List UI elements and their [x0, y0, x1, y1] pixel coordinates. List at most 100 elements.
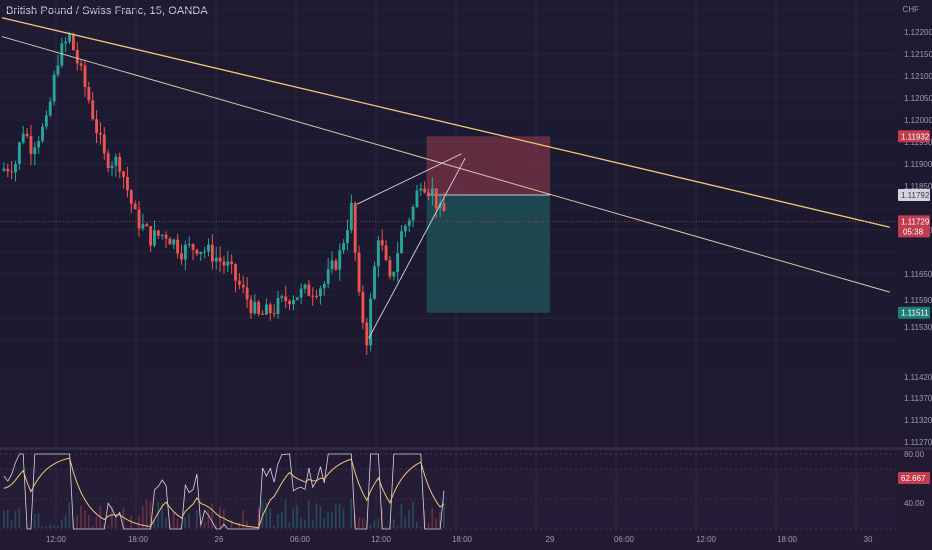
candle-body — [156, 230, 160, 236]
candle-body — [307, 284, 311, 296]
candle-body — [133, 203, 137, 210]
candle-body — [403, 225, 407, 232]
candle-body — [214, 257, 218, 262]
candle-body — [407, 220, 411, 226]
oscillator-histogram-bar — [307, 500, 310, 528]
candle-body — [434, 188, 438, 209]
candle-body — [153, 230, 156, 246]
currency-label: CHF — [902, 5, 919, 14]
oscillator-histogram-bar — [342, 508, 345, 528]
time-tick-label: 12:00 — [696, 535, 717, 544]
time-tick-label: 06:00 — [614, 535, 635, 544]
candle-body — [183, 244, 187, 260]
price-tick-label: 1.12200 — [904, 28, 932, 37]
candle-body — [423, 188, 427, 193]
price-tick-label: 1.12000 — [904, 116, 932, 125]
candle-body — [380, 240, 384, 246]
oscillator-histogram-bar — [141, 506, 144, 528]
candle-body — [44, 115, 48, 127]
oscillator-histogram-bar — [331, 512, 333, 528]
candle-body — [141, 224, 145, 229]
oscillator-histogram-bar — [304, 519, 306, 528]
oscillator-histogram-bar — [435, 518, 437, 528]
candle-body — [442, 203, 446, 212]
oscillator-histogram-bar — [246, 521, 248, 528]
oscillator-histogram-bar — [165, 517, 167, 528]
candle-body — [75, 50, 79, 64]
oscillator-histogram-bar — [334, 504, 337, 528]
oscillator-histogram-bar — [257, 507, 260, 528]
oscillator-band — [0, 469, 896, 529]
oscillator-histogram-bar — [381, 508, 383, 528]
candle-body — [415, 190, 419, 208]
candle-body — [106, 153, 110, 169]
wedge-line-top — [356, 153, 462, 205]
time-tick-label: 18:00 — [452, 535, 473, 544]
candle-body — [10, 171, 14, 173]
candle-body — [326, 269, 330, 284]
candle-body — [199, 251, 203, 254]
price-tick-label: 1.11270 — [904, 438, 932, 447]
oscillator-histogram-bar — [358, 517, 360, 528]
oscillator-badge-bg — [898, 472, 930, 484]
candle-body — [87, 86, 91, 101]
candle-body — [257, 301, 261, 314]
oscillator-histogram-bar — [114, 517, 117, 528]
candle-body — [137, 209, 141, 229]
candle-body — [261, 313, 264, 315]
oscillator-signal-line — [3, 457, 445, 529]
oscillator-line — [3, 453, 445, 530]
oscillator-histogram-bar — [361, 518, 364, 528]
oscillator-histogram-bar — [153, 519, 156, 528]
price-badge-label: 1.11511 — [901, 309, 929, 318]
candle-body — [207, 244, 210, 252]
candle-body — [411, 207, 415, 221]
oscillator-histogram-bar — [41, 526, 44, 528]
price-tick-label: 1.11650 — [904, 270, 932, 279]
oscillator-histogram-bar — [261, 500, 264, 528]
price-tick-label: 1.11530 — [904, 323, 932, 332]
oscillator-histogram-bar — [18, 508, 21, 528]
candle-body — [311, 295, 315, 297]
candle-body — [226, 261, 230, 266]
price-tick-label: 1.12100 — [904, 72, 932, 81]
candle-body — [68, 33, 71, 42]
time-tick-label: 18:00 — [128, 535, 149, 544]
oscillator-histogram-bar — [431, 507, 434, 528]
oscillator-histogram-bar — [57, 525, 59, 528]
oscillator-histogram-bar — [265, 502, 268, 528]
candle-body — [71, 33, 75, 51]
oscillator-histogram-bar — [416, 521, 418, 528]
oscillator-histogram-bar — [138, 516, 140, 528]
candle-body — [357, 252, 361, 292]
candle-body — [25, 133, 29, 136]
candle-body — [319, 288, 322, 297]
time-tick-label: 18:00 — [777, 535, 798, 544]
candle-body — [52, 74, 56, 102]
oscillator-histogram-bar — [161, 502, 163, 528]
candle-body — [180, 253, 183, 260]
candle-body — [176, 239, 180, 254]
candle-body — [129, 190, 133, 204]
candle-body — [430, 188, 434, 196]
oscillator-histogram-bar — [412, 501, 414, 528]
price-tick-label: 1.11420 — [904, 373, 932, 382]
oscillator-histogram-bar — [103, 522, 105, 528]
time-tick-label: 06:00 — [290, 535, 311, 544]
candle-body — [376, 240, 380, 267]
candle-body — [29, 135, 33, 154]
candle-body — [6, 168, 10, 172]
oscillator-pane: 80.00 40.00 62.667 — [0, 450, 930, 530]
candle-body — [118, 156, 122, 172]
price-tick-label: 1.11950 — [904, 138, 932, 147]
price-badge-bg — [898, 130, 930, 143]
oscillator-histogram-bar — [385, 526, 387, 528]
oscillator-tick-label: 80.00 — [904, 450, 925, 459]
candle-body — [249, 299, 253, 314]
oscillator-histogram-bar — [176, 518, 179, 528]
oscillator-histogram-bar — [373, 520, 376, 528]
price-tick-label: 1.11850 — [904, 182, 932, 191]
candle-body — [191, 244, 195, 250]
candle-body — [369, 298, 373, 346]
